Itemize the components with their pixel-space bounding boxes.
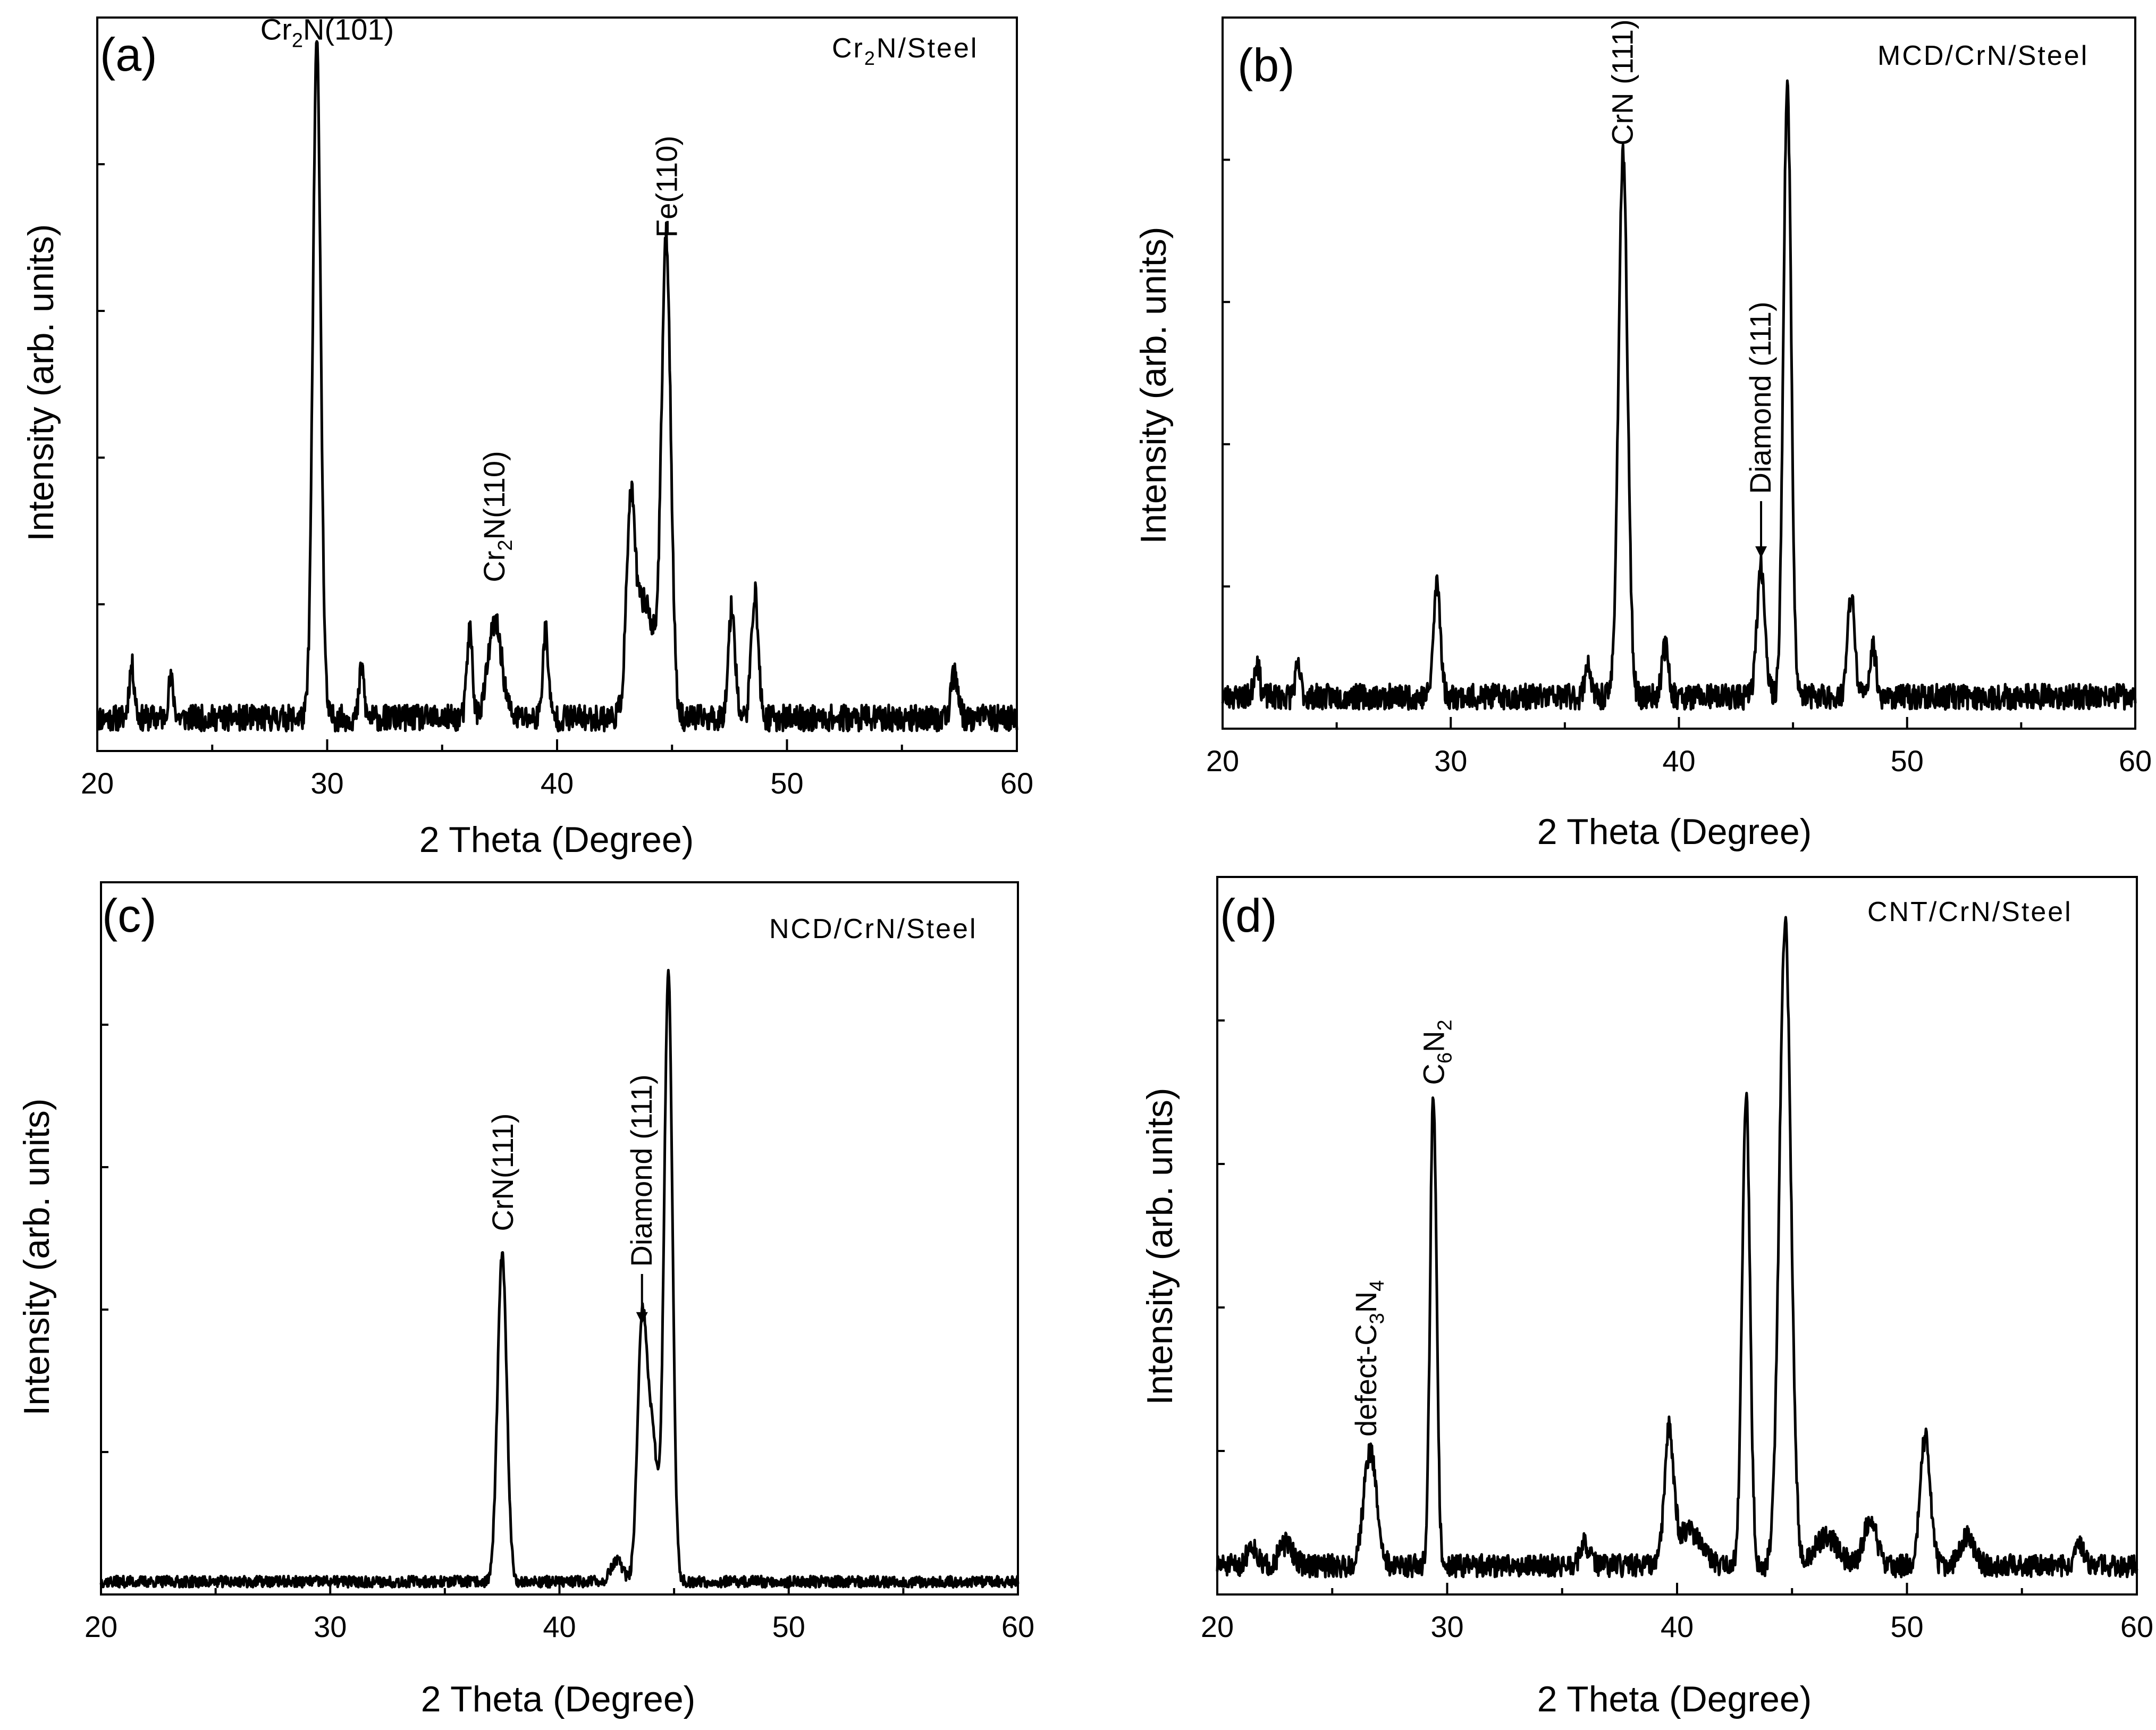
panel-d-x-tick-label: 60	[2120, 1610, 2153, 1643]
panel-a-x-tick-label: 20	[81, 766, 114, 800]
panel-a-peak-label: Fe(110)	[650, 136, 684, 238]
panel-d-x-tick-label: 30	[1430, 1610, 1463, 1643]
panel-a: (a) Cr2N/Steel 2 Theta (Degree) Intensit…	[21, 28, 978, 860]
panel-b-xrd-trace	[1221, 79, 2137, 711]
panel-b: (b) MCD/CrN/Steel 2 Theta (Degree) Inten…	[1133, 39, 2088, 852]
panel-d-y-title: Intensity (arb. units)	[1140, 1087, 1180, 1405]
panel-b-plot: 20 30 40 50 60 CrN (111) Diamond (111)	[1206, 16, 2152, 778]
panel-b-x-title: 2 Theta (Degree)	[1537, 812, 1812, 852]
panel-c-peak-label: Diamond (111)	[625, 1075, 658, 1267]
panel-c-x-title: 2 Theta (Degree)	[421, 1679, 696, 1719]
panel-a-x-tick-label: 30	[310, 766, 343, 800]
panel-b-arrow-head	[1755, 546, 1767, 558]
panel-a-sample-label: Cr2N/Steel	[832, 33, 978, 69]
panel-b-letter: (b)	[1237, 39, 1295, 91]
panel-b-peak-label: Diamond (111)	[1744, 301, 1777, 494]
panel-d-x-title: 2 Theta (Degree)	[1537, 1679, 1812, 1719]
panel-c-y-title: Intensity (arb. units)	[16, 1098, 57, 1415]
panel-b-frame	[1222, 16, 2136, 730]
panel-c-x-tick-label: 60	[1001, 1610, 1034, 1643]
panel-c-x-tick-label: 50	[772, 1610, 805, 1643]
panel-d: (d) CNT/CrN/Steel 2 Theta (Degree) Inten…	[1140, 889, 2073, 1719]
panel-a-x-tick-label: 50	[770, 766, 803, 800]
panel-a-frame	[96, 16, 1018, 752]
panel-d-sample-label: CNT/CrN/Steel	[1867, 897, 2073, 927]
panel-a-peak-label: Cr2N(101)	[260, 12, 394, 52]
panel-a-letter: (a)	[100, 28, 157, 81]
panel-c-sample-label: NCD/CrN/Steel	[769, 914, 978, 944]
panel-c-arrow-head	[636, 1312, 648, 1324]
panel-d-peak-label: defect-C3N4	[1349, 1280, 1388, 1437]
panel-a-plot: 20 30 40 50 60 Cr2N(101) Cr2N(110) Fe(110)	[81, 12, 1033, 800]
panel-b-y-title: Intensity (arb. units)	[1133, 226, 1174, 544]
panel-b-peak-label: CrN (111)	[1605, 19, 1639, 146]
panel-d-frame	[1216, 876, 2138, 1596]
panel-d-xrd-trace	[1216, 916, 2138, 1579]
panel-c-x-tick-label: 40	[543, 1610, 576, 1643]
panel-d-peak-label: C6N2	[1417, 1019, 1456, 1085]
panel-b-x-tick-label: 60	[2119, 744, 2152, 778]
panel-d-letter: (d)	[1220, 889, 1277, 942]
panel-b-x-tick-label: 50	[1891, 744, 1924, 778]
panel-c-peak-label: CrN(111)	[486, 1113, 519, 1231]
panel-d-plot: 20 30 40 50 60 defect-C3N4 C6N2	[1201, 876, 2153, 1643]
panel-a-x-tick-label: 60	[1000, 766, 1033, 800]
panel-d-x-tick-label: 40	[1661, 1610, 1694, 1643]
panel-d-x-tick-label: 50	[1890, 1610, 1923, 1643]
panel-b-sample-label: MCD/CrN/Steel	[1877, 40, 2088, 71]
panel-c-plot: 20 30 40 50 60 CrN(111) Diamond (111)	[85, 881, 1034, 1643]
panel-d-x-tick-label: 20	[1201, 1610, 1234, 1643]
panel-a-x-tick-label: 40	[541, 766, 574, 800]
panel-b-x-tick-label: 20	[1206, 744, 1239, 778]
panel-b-x-tick-label: 30	[1434, 744, 1467, 778]
panel-b-x-tick-label: 40	[1662, 744, 1695, 778]
panel-a-xrd-trace	[96, 40, 1018, 733]
panel-c-xrd-trace	[99, 968, 1020, 1589]
panel-c-frame	[100, 881, 1019, 1596]
panel-a-y-title: Intensity (arb. units)	[21, 224, 61, 541]
panel-a-x-title: 2 Theta (Degree)	[419, 820, 694, 860]
panel-c-letter: (c)	[102, 889, 157, 942]
panel-c-x-tick-label: 20	[85, 1610, 117, 1643]
panel-a-peak-label: Cr2N(110)	[477, 451, 517, 582]
panel-c: (c) NCD/CrN/Steel 2 Theta (Degree) Inten…	[16, 889, 978, 1719]
panel-c-x-tick-label: 30	[314, 1610, 347, 1643]
